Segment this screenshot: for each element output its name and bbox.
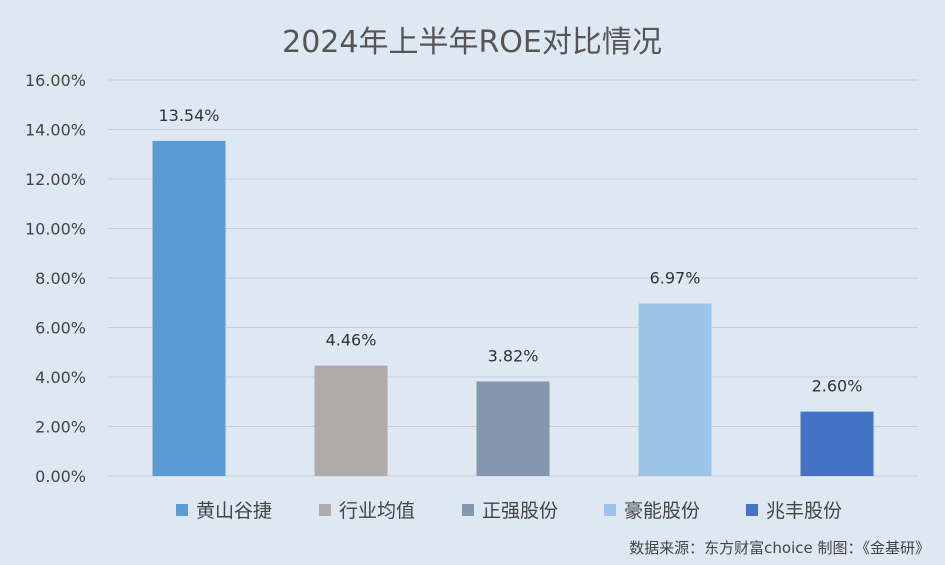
chart-title: 2024年上半年ROE对比情况 <box>282 25 662 60</box>
data-label: 3.82% <box>488 346 539 365</box>
y-tick-label: 14.00% <box>25 121 86 140</box>
y-tick-label: 10.00% <box>25 220 86 239</box>
legend-label: 黄山谷捷 <box>196 500 272 522</box>
data-label: 13.54% <box>158 106 219 125</box>
bar <box>152 140 226 476</box>
data-label: 2.60% <box>812 377 863 396</box>
bar <box>314 365 388 476</box>
bars <box>152 140 874 476</box>
bar <box>800 411 874 476</box>
legend-swatch <box>462 504 474 516</box>
y-tick-label: 16.00% <box>25 71 86 90</box>
data-label: 6.97% <box>650 268 701 287</box>
legend-label: 行业均值 <box>339 500 415 522</box>
y-tick-label: 8.00% <box>35 269 86 288</box>
legend-label: 豪能股份 <box>624 500 700 522</box>
y-tick-label: 6.00% <box>35 319 86 338</box>
legend: 黄山谷捷 行业均值 正强股份 豪能股份 兆丰股份 <box>176 500 842 522</box>
y-tick-label: 12.00% <box>25 170 86 189</box>
legend-swatch <box>176 504 188 516</box>
y-axis-ticks: 0.00% 2.00% 4.00% 6.00% 8.00% 10.00% 12.00% 14.… <box>25 71 86 486</box>
y-tick-label: 4.00% <box>35 368 86 387</box>
source-note: 数据来源：东方财富choice 制图：《金基研》 <box>629 539 930 557</box>
y-tick-label: 2.00% <box>35 418 86 437</box>
legend-swatch <box>746 504 758 516</box>
bar <box>638 303 712 476</box>
bar <box>476 381 550 476</box>
legend-label: 正强股份 <box>482 500 558 522</box>
legend-swatch <box>604 504 616 516</box>
y-tick-label: 0.00% <box>35 467 86 486</box>
legend-swatch <box>319 504 331 516</box>
data-label: 4.46% <box>326 331 377 350</box>
legend-label: 兆丰股份 <box>766 500 842 522</box>
data-labels: 13.54% 4.46% 3.82% 6.97% 2.60% <box>158 106 862 396</box>
gridlines <box>108 79 918 477</box>
